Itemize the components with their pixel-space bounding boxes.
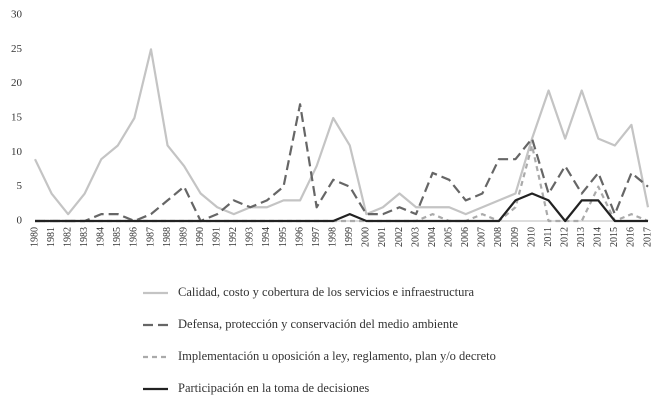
x-tick-label: 2012 — [559, 227, 570, 247]
x-tick-label: 2008 — [493, 227, 504, 247]
series-line — [35, 103, 649, 223]
legend-label: Participación en la toma de decisiones — [178, 381, 369, 395]
x-tick-label: 1999 — [344, 227, 355, 247]
x-tick-label: 1985 — [112, 227, 123, 247]
y-tick-label: 25 — [11, 43, 23, 55]
x-tick-label: 1997 — [311, 227, 322, 247]
x-tick-label: 1994 — [261, 227, 272, 247]
legend-label: Defensa, protección y conservación del m… — [178, 317, 459, 331]
x-tick-label: 1993 — [245, 227, 256, 247]
x-tick-label: 2004 — [427, 227, 438, 247]
x-tick-label: 1996 — [294, 227, 305, 247]
y-tick-label: 0 — [17, 215, 23, 227]
x-tick-label: 1987 — [145, 227, 156, 247]
x-tick-label: 2017 — [642, 227, 653, 247]
x-tick-label: 1986 — [129, 227, 140, 247]
x-tick-label: 1991 — [212, 227, 223, 247]
x-tick-label: 2013 — [576, 227, 587, 247]
series-line — [35, 192, 648, 223]
x-tick-label: 2003 — [410, 227, 421, 247]
y-tick-label: 10 — [11, 146, 23, 158]
x-tick-label: 2007 — [477, 227, 488, 247]
x-tick-label: 1980 — [29, 227, 40, 247]
y-tick-label: 5 — [17, 180, 23, 192]
y-tick-label: 20 — [11, 77, 23, 89]
y-tick-label: 30 — [11, 9, 23, 21]
x-tick-label: 1984 — [96, 227, 107, 247]
x-tick-label: 1982 — [62, 227, 73, 247]
y-tick-label: 15 — [11, 112, 23, 124]
x-tick-label: 1989 — [178, 227, 189, 247]
x-tick-label: 2010 — [526, 227, 537, 247]
x-tick-label: 1981 — [46, 227, 57, 247]
x-tick-label: 1995 — [278, 227, 289, 247]
x-tick-label: 2009 — [510, 227, 521, 247]
legend-label: Calidad, costo y cobertura de los servic… — [178, 285, 475, 299]
x-tick-label: 1988 — [162, 227, 173, 247]
x-tick-label: 2015 — [609, 227, 620, 247]
legend-label: Implementación u oposición a ley, reglam… — [178, 349, 496, 363]
x-tick-label: 1998 — [328, 227, 339, 247]
x-tick-label: 2006 — [460, 227, 471, 247]
x-tick-label: 2002 — [394, 227, 405, 247]
x-tick-label: 1983 — [79, 227, 90, 247]
x-tick-label: 2001 — [377, 227, 388, 247]
x-tick-label: 1990 — [195, 227, 206, 247]
x-tick-label: 1992 — [228, 227, 239, 247]
x-tick-label: 2016 — [626, 227, 637, 247]
x-tick-label: 2014 — [593, 227, 604, 247]
x-tick-label: 2005 — [443, 227, 454, 247]
x-tick-label: 2011 — [543, 227, 554, 247]
x-tick-label: 2000 — [361, 227, 372, 247]
series-line — [34, 48, 650, 216]
